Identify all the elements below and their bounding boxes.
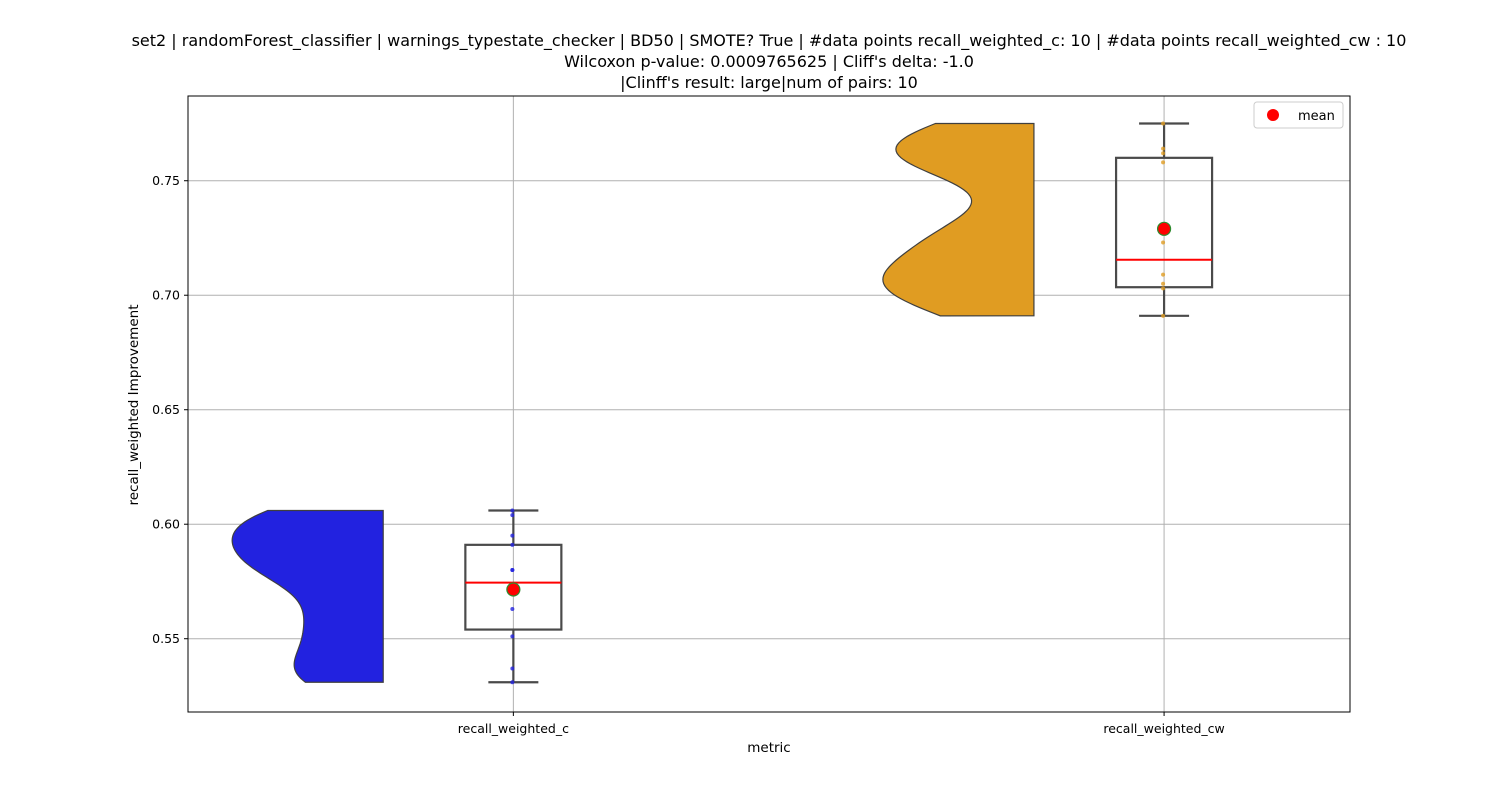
x-tick-label: recall_weighted_c [458,721,569,736]
title-line-2: Wilcoxon p-value: 0.0009765625 | Cliff's… [564,52,974,71]
legend-box [1253,101,1344,129]
y-tick-label: 0.65 [152,402,180,417]
data-point [510,508,515,513]
y-tick-label: 0.70 [152,288,180,303]
y-tick-label: 0.55 [152,631,180,646]
data-point [510,533,515,538]
data-point [1161,272,1166,277]
data-point [1161,240,1166,245]
data-point [510,513,515,518]
legend-mean-label: mean [1298,109,1335,124]
data-point [1161,281,1166,286]
boxplots [464,122,1214,684]
violins [231,122,1035,683]
y-axis-ticks: 0.55 0.60 0.65 0.70 0.75 [152,173,188,646]
data-point [1161,151,1166,156]
legend-mean-marker [1267,109,1279,121]
data-points [510,121,1166,685]
violin-recall_weighted_c [231,509,384,683]
data-point [1161,146,1166,151]
title-line-1: set2 | randomForest_classifier | warning… [132,31,1407,51]
data-point [1161,313,1166,318]
legend: mean [1253,101,1344,129]
y-axis-label: recall_weighted Improvement [126,304,142,505]
chart-title: set2 | randomForest_classifier | warning… [132,31,1407,92]
data-point [510,634,515,639]
x-axis-ticks: recall_weighted_c recall_weighted_cw [458,712,1225,736]
violin-recall_weighted_cw [882,122,1035,317]
data-point [1161,160,1166,165]
mean-marker [506,582,521,597]
title-line-3: |Clinff's result: large|num of pairs: 10 [620,73,918,92]
data-point [510,680,515,685]
data-point [510,606,515,611]
data-point [510,666,515,671]
x-axis-label: metric [747,740,790,756]
data-point [510,568,515,573]
mean-marker [1156,221,1172,236]
means [506,221,1172,597]
data-point [1161,286,1166,291]
x-tick-label: recall_weighted_cw [1103,721,1224,736]
plot-frame [187,95,1351,713]
y-tick-label: 0.60 [152,517,180,532]
y-tick-label: 0.75 [152,173,180,188]
data-point [510,542,515,547]
data-point [1161,121,1166,126]
